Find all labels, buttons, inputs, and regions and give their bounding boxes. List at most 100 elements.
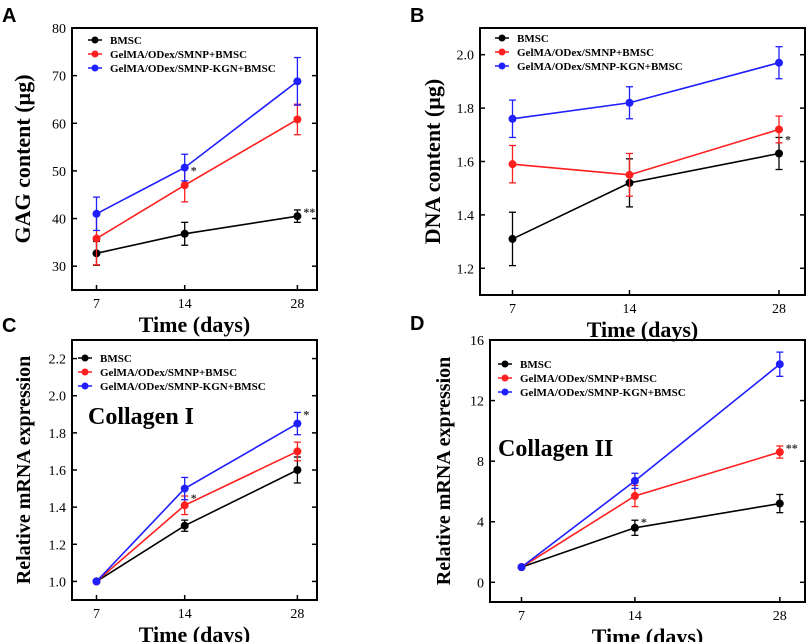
legend-label: BMSC bbox=[100, 353, 132, 365]
inset-gene-label: Collagen I bbox=[88, 404, 194, 430]
series-line bbox=[96, 469, 298, 583]
data-point bbox=[625, 170, 634, 179]
data-point bbox=[180, 229, 189, 238]
legend: BMSC GelMA/ODex/SMNP+BMSC GelMA/ODex/SMNP-… bbox=[498, 359, 686, 399]
significance-marker: * bbox=[191, 164, 197, 178]
x-tick-label: 28 bbox=[772, 302, 786, 317]
plot-frame bbox=[71, 27, 318, 291]
data-point bbox=[630, 523, 639, 532]
y-tick-label: 1.2 bbox=[49, 538, 67, 553]
legend-marker bbox=[91, 50, 99, 58]
legend-label: GelMA/ODex/SMNP+BMSC bbox=[100, 367, 237, 379]
data-point bbox=[92, 209, 101, 218]
legend-marker bbox=[501, 360, 509, 368]
data-point bbox=[775, 360, 784, 369]
y-tick-label: 1.4 bbox=[49, 501, 67, 516]
significance-marker: * bbox=[303, 407, 309, 421]
legend: BMSC GelMA/ODex/SMNP+BMSC GelMA/ODex/SMNP-… bbox=[88, 35, 276, 75]
x-tick-label: 7 bbox=[93, 297, 100, 312]
series-line bbox=[96, 215, 298, 255]
y-tick-label: 1.8 bbox=[457, 102, 475, 117]
y-tick-label: 4 bbox=[477, 516, 484, 531]
y-tick-label: 12 bbox=[470, 395, 484, 410]
x-tick-label: 14 bbox=[178, 297, 192, 312]
x-tick-label: 28 bbox=[773, 609, 787, 624]
data-point bbox=[775, 149, 783, 158]
data-point bbox=[508, 234, 517, 243]
data-point bbox=[293, 466, 302, 474]
plot-frame bbox=[489, 339, 806, 603]
y-axis-label: Relative mRNA expression bbox=[13, 356, 35, 585]
data-point bbox=[293, 447, 302, 456]
y-axis-label: DNA content (µg) bbox=[420, 79, 445, 244]
y-tick-label: 2.0 bbox=[49, 390, 67, 405]
data-point bbox=[508, 114, 517, 123]
data-point bbox=[293, 212, 302, 221]
significance-marker: * bbox=[785, 132, 791, 146]
x-tick-label: 14 bbox=[178, 607, 192, 622]
panel-b: B 1.2 1.4 1.6 1.8 2.0 7 14 28 Time (days) DNA cont… bbox=[410, 5, 806, 342]
significance-marker: * bbox=[641, 515, 647, 529]
data-point bbox=[630, 491, 639, 500]
x-tick-label: 14 bbox=[623, 302, 637, 317]
y-axis-label: GAG content (µg) bbox=[10, 74, 35, 243]
y-tick-label: 0 bbox=[477, 576, 484, 591]
x-tick-label: 28 bbox=[290, 607, 304, 622]
panel-a: A 30 40 50 60 70 80 7 14 28 Time (days) GAG content… bbox=[2, 5, 318, 337]
x-tick-label: 28 bbox=[290, 297, 304, 312]
legend-label: GelMA/ODex/SMNP+BMSC bbox=[517, 47, 654, 59]
y-tick-label: 16 bbox=[470, 334, 484, 349]
y-tick-label: 1.6 bbox=[457, 156, 475, 171]
y-axis-label: Relative mRNA expression bbox=[433, 357, 455, 586]
legend-label: GelMA/ODex/SMNP-KGN+BMSC bbox=[520, 387, 686, 399]
legend: BMSC GelMA/ODex/SMNP+BMSC GelMA/ODex/SMNP-… bbox=[495, 33, 683, 73]
x-tick-label: 7 bbox=[509, 302, 516, 317]
data-point bbox=[293, 77, 302, 86]
plot-frame bbox=[71, 339, 318, 601]
legend-label: BMSC bbox=[110, 35, 142, 47]
y-tick-label: 40 bbox=[52, 213, 66, 228]
panel-letter: B bbox=[410, 5, 424, 27]
x-axis-label: Time (days) bbox=[587, 317, 698, 342]
data-point bbox=[180, 484, 189, 493]
x-axis-label: Time (days) bbox=[139, 622, 250, 642]
panel-d: D 0 4 8 12 16 7 14 28 Time (days) Relative mRNA ex… bbox=[410, 313, 806, 642]
y-tick-label: 2.0 bbox=[457, 49, 475, 64]
series-line bbox=[521, 502, 780, 568]
series-line bbox=[96, 80, 298, 215]
legend-marker bbox=[498, 34, 506, 42]
y-tick-label: 8 bbox=[477, 455, 484, 470]
x-axis-label: Time (days) bbox=[592, 624, 703, 642]
legend-marker bbox=[498, 48, 506, 56]
y-tick-label: 70 bbox=[52, 70, 66, 85]
data-point bbox=[775, 58, 783, 67]
panel-letter: C bbox=[2, 315, 16, 337]
x-axis-label: Time (days) bbox=[139, 312, 250, 337]
y-tick-label: 50 bbox=[52, 165, 66, 180]
legend-marker bbox=[501, 374, 509, 382]
inset-gene-label: Collagen II bbox=[498, 436, 613, 462]
legend-label: GelMA/ODex/SMNP+BMSC bbox=[110, 49, 247, 61]
series-line bbox=[512, 152, 780, 240]
panel-letter: A bbox=[2, 5, 16, 27]
legend-label: BMSC bbox=[520, 359, 552, 371]
x-tick-label: 14 bbox=[628, 609, 642, 624]
data-point bbox=[775, 499, 784, 508]
y-tick-label: 60 bbox=[52, 117, 66, 132]
series-line bbox=[95, 422, 298, 582]
legend-label: GelMA/ODex/SMNP-KGN+BMSC bbox=[110, 63, 276, 75]
legend-label: GelMA/ODex/SMNP-KGN+BMSC bbox=[517, 61, 683, 73]
y-tick-label: 1.2 bbox=[457, 262, 475, 277]
data-point bbox=[775, 125, 783, 134]
y-tick-label: 1.0 bbox=[49, 575, 67, 590]
significance-marker: * bbox=[191, 491, 197, 505]
data-point bbox=[293, 115, 302, 124]
data-point bbox=[775, 448, 784, 457]
y-tick-label: 1.6 bbox=[49, 464, 67, 479]
y-tick-label: 2.2 bbox=[49, 353, 67, 368]
data-point bbox=[508, 160, 517, 169]
data-point bbox=[180, 521, 189, 530]
data-point bbox=[625, 98, 634, 107]
y-tick-label: 30 bbox=[52, 260, 66, 275]
